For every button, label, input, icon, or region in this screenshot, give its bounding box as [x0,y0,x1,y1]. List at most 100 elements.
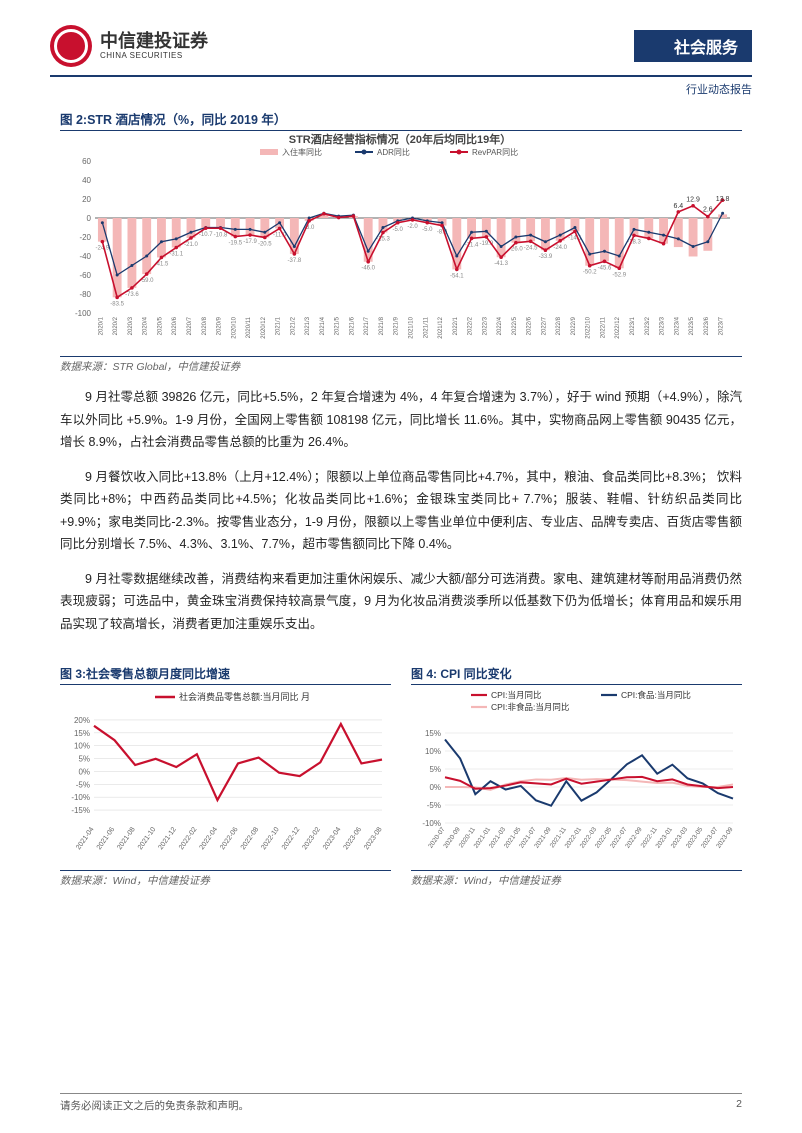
svg-text:2022-06: 2022-06 [219,826,240,851]
svg-text:40: 40 [82,176,91,185]
svg-text:2020/10: 2020/10 [231,316,237,338]
svg-text:2023-04: 2023-04 [322,826,343,851]
svg-text:2023/1: 2023/1 [630,316,636,335]
logo-text-cn: 中信建投证券 [100,32,208,52]
svg-text:2021/11: 2021/11 [423,316,429,338]
svg-text:2022/7: 2022/7 [541,316,547,335]
svg-text:-24.0: -24.0 [553,245,567,251]
svg-text:-60: -60 [79,271,91,280]
svg-text:2020/4: 2020/4 [143,316,149,335]
svg-text:2022/10: 2022/10 [586,316,592,338]
svg-text:-10%: -10% [422,819,441,828]
svg-text:2022/12: 2022/12 [615,316,621,338]
svg-text:2021/10: 2021/10 [409,316,415,338]
svg-text:-2.0: -2.0 [407,224,418,230]
svg-text:2022-02: 2022-02 [178,826,199,851]
svg-text:-80: -80 [79,290,91,299]
svg-text:-15%: -15% [71,806,90,815]
svg-text:2023-02: 2023-02 [301,826,322,851]
svg-text:CPI:当月同比: CPI:当月同比 [491,690,542,700]
svg-text:2022/9: 2022/9 [571,316,577,335]
svg-text:2021/7: 2021/7 [364,316,370,335]
svg-text:-31.1: -31.1 [169,252,183,258]
svg-text:-21.0: -21.0 [184,242,198,248]
svg-text:-20: -20 [79,233,91,242]
svg-text:2021-04: 2021-04 [75,826,96,851]
fig4-title: 图 4: CPI 同比变化 [411,665,742,685]
svg-text:15%: 15% [74,729,90,738]
svg-text:2020/1: 2020/1 [98,316,104,335]
svg-text:2022/8: 2022/8 [556,316,562,335]
svg-text:2022-04: 2022-04 [199,826,220,851]
main-content: 图 2:STR 酒店情况（%，同比 2019 年） STR酒店经营指标情况（20… [0,109,802,888]
fig3-source: 数据来源：Wind，中信建投证券 [60,870,391,888]
svg-text:-10.8: -10.8 [214,232,228,238]
svg-text:20: 20 [82,195,91,204]
svg-text:2021/3: 2021/3 [305,316,311,335]
category-box: 社会服务 [634,30,752,62]
svg-text:-46.0: -46.0 [361,266,375,272]
svg-text:15%: 15% [425,729,441,738]
svg-text:-100: -100 [75,309,92,318]
svg-text:2021-10: 2021-10 [137,826,158,851]
svg-text:ADR同比: ADR同比 [377,147,410,157]
svg-text:-73.6: -73.6 [125,292,139,298]
svg-text:2022-12: 2022-12 [281,826,302,851]
svg-text:6.4: 6.4 [673,203,683,210]
svg-text:-5%: -5% [76,780,90,789]
svg-text:2021-08: 2021-08 [116,826,137,851]
svg-text:社会消费品零售总额:当月同比 月: 社会消费品零售总额:当月同比 月 [179,691,310,702]
svg-text:-50.2: -50.2 [583,270,597,276]
svg-text:2020/11: 2020/11 [246,316,252,338]
svg-text:2021/1: 2021/1 [276,316,282,335]
fig4-source: 数据来源：Wind，中信建投证券 [411,870,742,888]
svg-text:2020/12: 2020/12 [261,316,267,338]
svg-text:-20.5: -20.5 [258,241,272,247]
fig3-col: 图 3:社会零售总额月度同比增速 社会消费品零售总额:当月同比 月-15%-10… [60,653,391,888]
svg-text:12.9: 12.9 [686,197,700,204]
svg-text:2021-12: 2021-12 [157,826,178,851]
svg-text:2022/11: 2022/11 [600,316,606,338]
svg-text:2023/2: 2023/2 [645,316,651,335]
paragraph-2: 9 月餐饮收入同比+13.8%（上月+12.4%）；限额以上单位商品零售同比+4… [60,466,742,556]
svg-text:2021/5: 2021/5 [335,316,341,335]
svg-text:2022/5: 2022/5 [512,316,518,335]
svg-text:-54.1: -54.1 [450,273,464,279]
fig3-title: 图 3:社会零售总额月度同比增速 [60,665,391,685]
svg-text:2022/2: 2022/2 [468,316,474,335]
svg-text:2020/3: 2020/3 [128,316,134,335]
svg-text:2023-08: 2023-08 [363,826,384,851]
svg-text:2023/7: 2023/7 [719,316,725,335]
svg-text:2022/4: 2022/4 [497,316,503,335]
svg-text:10%: 10% [74,742,90,751]
svg-text:5%: 5% [78,755,90,764]
logo-block: 中信建投证券 CHINA SECURITIES [50,25,208,67]
page-header: 中信建投证券 CHINA SECURITIES 社会服务 [0,0,802,67]
svg-text:2023/3: 2023/3 [660,316,666,335]
svg-text:2023-06: 2023-06 [343,826,364,851]
svg-text:60: 60 [82,157,91,166]
svg-text:2021/9: 2021/9 [394,316,400,335]
fig2-chart: STR酒店经营指标情况（20年后均同比19年）入住率同比ADR同比RevPAR同… [60,131,742,351]
fig2-title: 图 2:STR 酒店情况（%，同比 2019 年） [60,109,742,131]
svg-text:-24.5: -24.5 [524,245,538,251]
svg-text:-40: -40 [79,252,91,261]
svg-text:2021/6: 2021/6 [349,316,355,335]
paragraph-1: 9 月社零总额 39826 亿元，同比+5.5%，2 年复合增速为 4%，4 年… [60,386,742,454]
fig4-col: 图 4: CPI 同比变化 CPI:当月同比CPI:食品:当月同比CPI:非食品… [411,653,742,888]
svg-text:2022-10: 2022-10 [260,826,281,851]
svg-text:2022/6: 2022/6 [527,316,533,335]
svg-text:10%: 10% [425,747,441,756]
svg-text:-45.6: -45.6 [598,265,612,271]
svg-text:-5%: -5% [427,801,441,810]
svg-text:2023/6: 2023/6 [704,316,710,335]
fig2-source: 数据来源：STR Global，中信建投证券 [60,356,742,374]
svg-text:RevPAR同比: RevPAR同比 [472,147,518,157]
fig4-chart: CPI:当月同比CPI:食品:当月同比CPI:非食品:当月同比-10%-5%0%… [411,685,741,865]
svg-text:2022/3: 2022/3 [482,316,488,335]
svg-text:CPI:非食品:当月同比: CPI:非食品:当月同比 [491,702,569,712]
svg-text:STR酒店经营指标情况（20年后均同比19年）: STR酒店经营指标情况（20年后均同比19年） [289,132,511,146]
logo-icon [50,25,92,67]
svg-text:-5.0: -5.0 [393,227,404,233]
header-divider [50,75,752,77]
